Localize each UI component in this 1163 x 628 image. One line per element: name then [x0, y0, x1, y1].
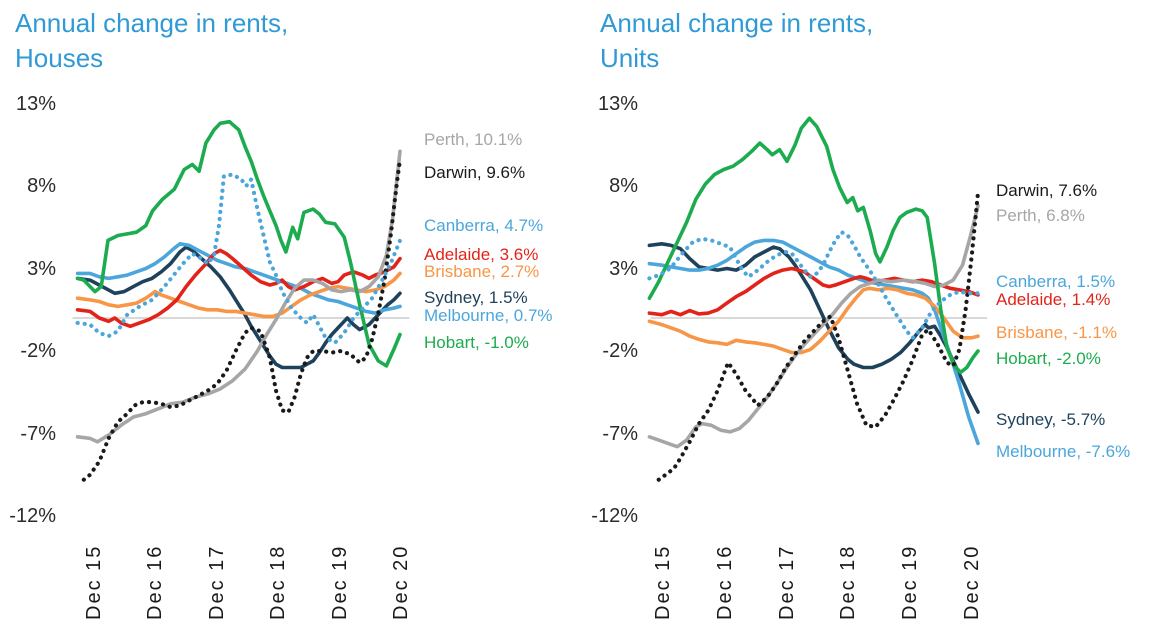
end-label-canberra: Canberra, 4.7%: [424, 215, 544, 235]
series-line-sydney: [75, 245, 402, 370]
x-tick-label: Dec 17: [775, 544, 798, 620]
y-tick-label: -12%: [591, 505, 638, 527]
y-tick-label: -7%: [602, 422, 638, 445]
chart-houses: Annual change in rents, Houses 13% 8% 3% -2…: [0, 0, 581, 628]
x-tick-label: Dec 20: [390, 544, 412, 620]
y-tick-label: -7%: [20, 422, 56, 445]
end-label-darwin: Darwin, 7.6%: [996, 180, 1098, 200]
end-label-sydney: Sydney, -5.7%: [996, 410, 1106, 430]
plot-area-houses: [72, 119, 410, 482]
y-tick-label: -2%: [20, 340, 56, 362]
x-tick-label: Dec 19: [328, 544, 351, 620]
series-line-brisbane: [75, 271, 402, 319]
series-line-canberra: [647, 230, 981, 340]
end-label-sydney: Sydney, 1.5%: [424, 288, 528, 308]
end-label-hobart: Hobart, -1.0%: [424, 332, 529, 352]
x-tick-label: Dec 15: [652, 544, 674, 620]
end-label-adelaide: Adelaide, 3.6%: [424, 245, 539, 265]
y-tick-label: 13%: [15, 92, 56, 115]
end-label-brisbane: Brisbane, -1.1%: [996, 322, 1117, 342]
y-tick-label: 8%: [609, 175, 638, 197]
series-line-melbourne: [647, 238, 980, 446]
series-line-adelaide: [75, 248, 402, 329]
series-line-hobart: [75, 119, 402, 368]
chart-title-line2: Units: [600, 43, 660, 73]
end-label-melbourne: Melbourne, 0.7%: [424, 306, 553, 326]
chart-title-units: Annual change in rents, Units: [600, 6, 873, 76]
series-line-darwin: [81, 157, 403, 482]
end-label-canberra: Canberra, 1.5%: [996, 271, 1116, 291]
end-label-perth: Perth, 10.1%: [424, 129, 523, 149]
series-line-sydney: [647, 242, 980, 414]
chart-title-line1: Annual change in rents,: [600, 8, 874, 38]
y-tick-label: 8%: [27, 175, 56, 197]
series-line-perth: [75, 149, 402, 444]
x-tick-label: Dec 17: [205, 544, 228, 620]
chart-title-houses: Annual change in rents, Houses: [15, 6, 288, 76]
chart-title-line2: Houses: [15, 43, 104, 73]
end-label-perth: Perth, 6.8%: [996, 205, 1085, 225]
plot-area-units: [647, 116, 988, 482]
end-label-adelaide: Adelaide, 1.4%: [996, 289, 1111, 309]
y-tick-label: -2%: [602, 340, 638, 362]
y-tick-label: 3%: [609, 257, 638, 280]
x-tick-label: Dec 16: [144, 544, 167, 620]
x-tick-label: Dec 15: [83, 544, 105, 620]
x-tick-label: Dec 19: [899, 544, 922, 620]
y-tick-label: 13%: [597, 92, 638, 115]
x-tick-label: Dec 18: [837, 544, 860, 620]
series-line-adelaide: [647, 266, 980, 317]
y-tick-label: 3%: [27, 257, 56, 280]
x-tick-label: Dec 18: [267, 544, 290, 620]
x-tick-label: Dec 16: [713, 544, 736, 620]
end-label-hobart: Hobart, -2.0%: [996, 349, 1101, 369]
end-label-brisbane: Brisbane, 2.7%: [424, 261, 540, 281]
end-label-melbourne: Melbourne, -7.6%: [996, 441, 1131, 461]
series-line-hobart: [647, 116, 980, 375]
series-line-canberra: [75, 172, 403, 345]
y-tick-label: -12%: [9, 505, 56, 527]
chart-units: Annual change in rents, Units 13% 8% 3% -2%…: [582, 0, 1163, 628]
chart-title-line1: Annual change in rents,: [15, 8, 289, 38]
end-label-darwin: Darwin, 9.6%: [424, 162, 526, 182]
series-line-brisbane: [647, 286, 980, 355]
x-tick-label: Dec 20: [961, 544, 983, 620]
